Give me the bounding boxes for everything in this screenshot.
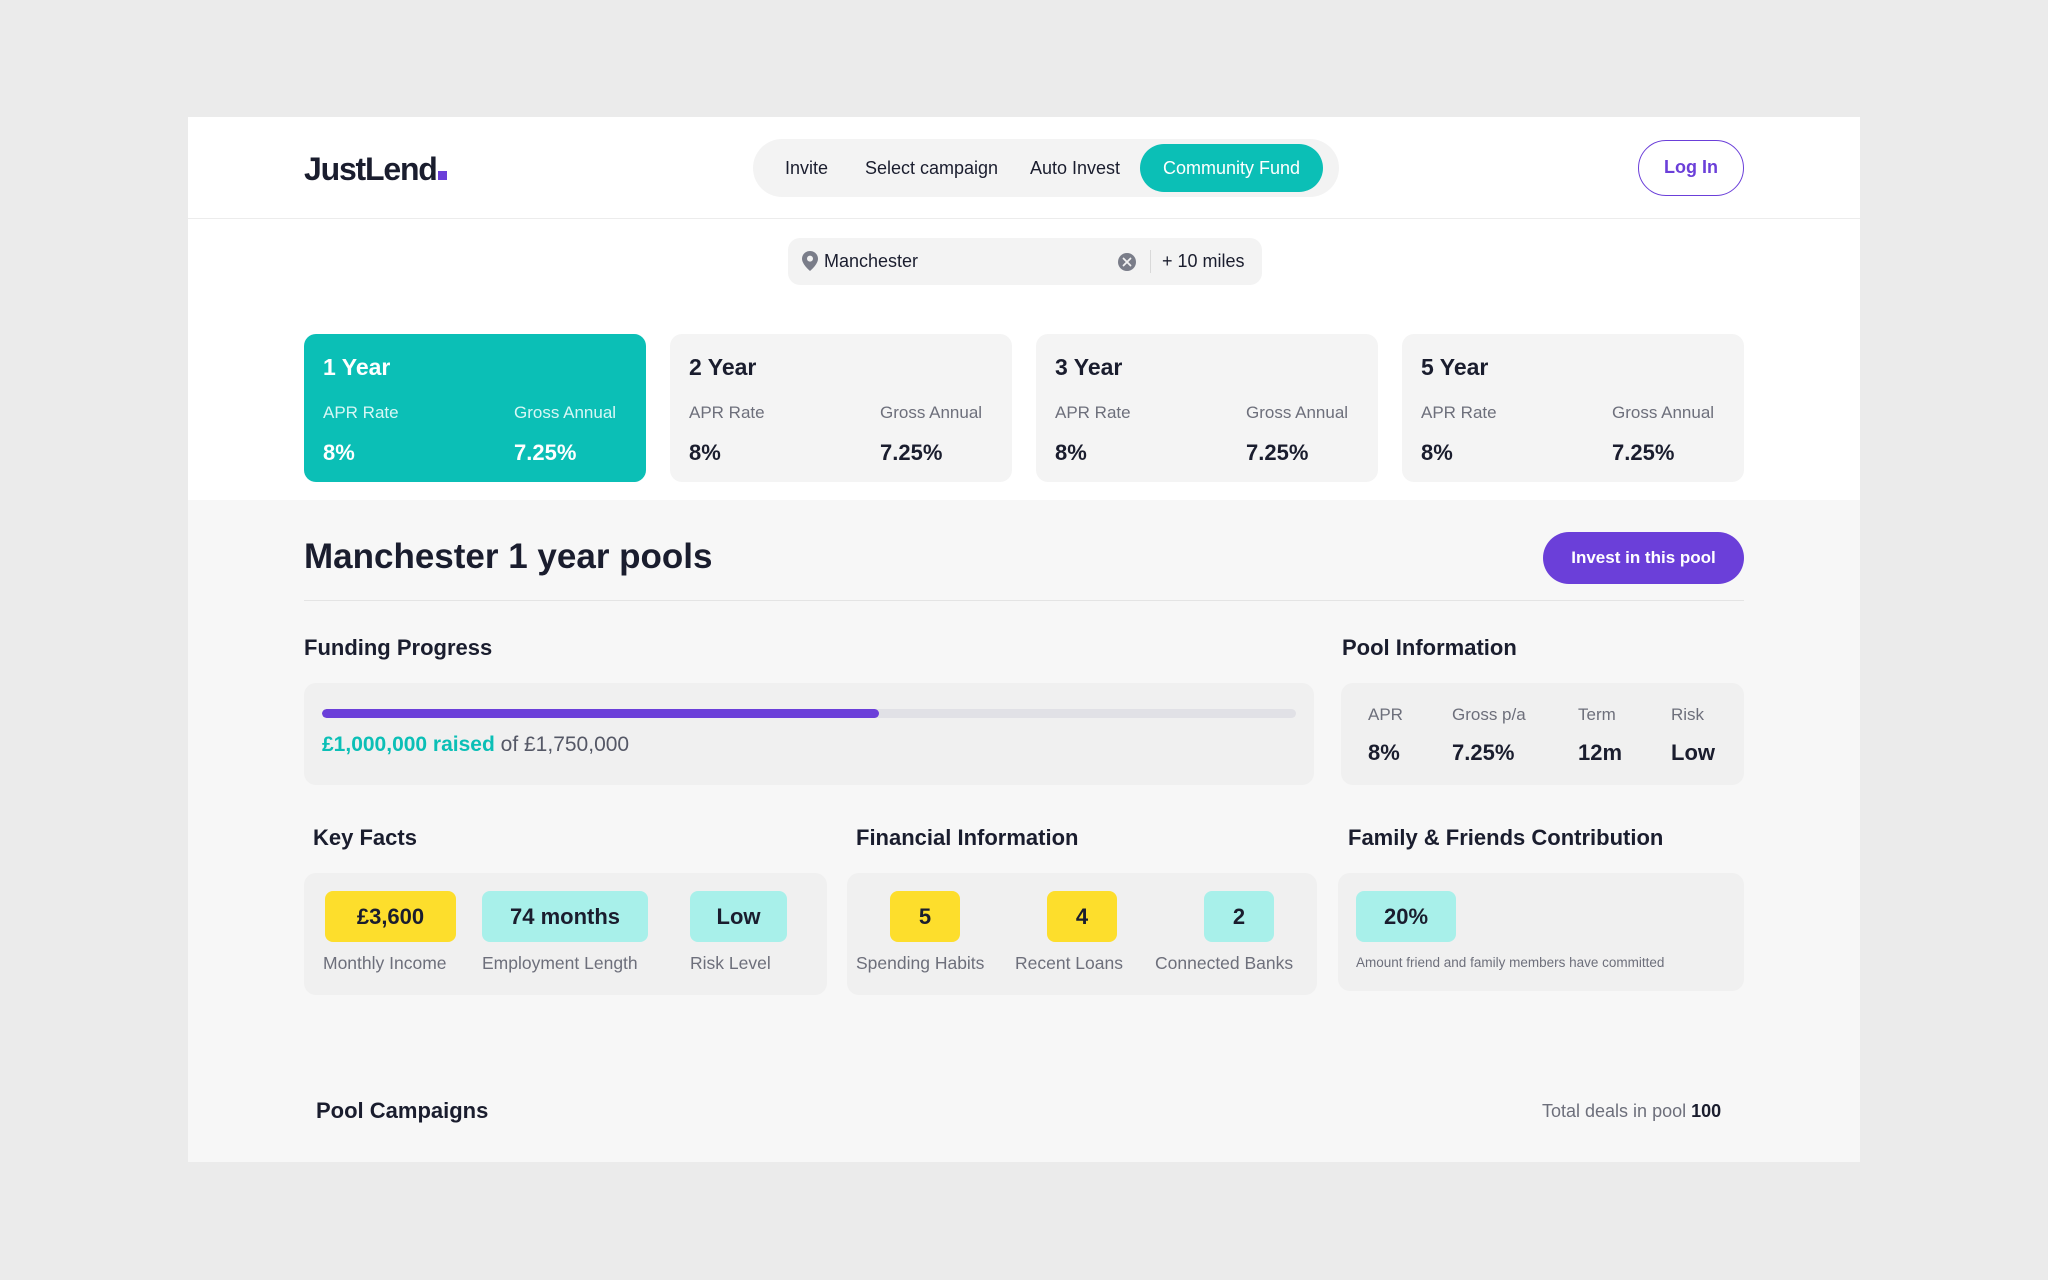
progress-bar (322, 709, 1296, 718)
progress-text: £1,000,000 raised of £1,750,000 (322, 733, 629, 757)
logo-text: JustLend (304, 151, 438, 187)
family-contribution-badge: 20% (1356, 891, 1456, 942)
monthly-income-badge: £3,600 (325, 891, 456, 942)
term-card-3-year[interactable]: 3 Year APR Rate Gross Annual 8% 7.25% (1036, 334, 1378, 482)
title-divider (304, 600, 1744, 601)
pool-info-label: Term (1578, 705, 1616, 724)
employment-length-badge: 74 months (482, 891, 648, 942)
recent-loans-label: Recent Loans (1015, 953, 1123, 973)
raised-amount: £1,000,000 raised (322, 733, 495, 756)
monthly-income-label: Monthly Income (323, 953, 447, 973)
financial-information-panel: 5 Spending Habits 4 Recent Loans 2 Conne… (847, 873, 1317, 995)
pool-info-label: Gross p/a (1452, 705, 1526, 724)
total-deals-label: Total deals in pool (1542, 1101, 1687, 1121)
app-frame: JustLend Invite Select campaign Auto Inv… (188, 117, 1860, 1162)
family-contribution-heading: Family & Friends Contribution (1348, 825, 1664, 850)
employment-length-label: Employment Length (482, 953, 638, 973)
gross-label: Gross Annual (514, 403, 617, 422)
nav-item-invite[interactable]: Invite (784, 158, 829, 178)
connected-banks-label: Connected Banks (1155, 953, 1294, 973)
apr-value: 8% (1421, 440, 1453, 465)
term-title: 5 Year (1421, 354, 1489, 380)
apr-value: 8% (1055, 440, 1087, 465)
family-contribution-note: Amount friend and family members have co… (1356, 955, 1665, 970)
term-card-2-year[interactable]: 2 Year APR Rate Gross Annual 8% 7.25% (670, 334, 1012, 482)
term-card-5-year[interactable]: 5 Year APR Rate Gross Annual 8% 7.25% (1402, 334, 1744, 482)
apr-label: APR Rate (1421, 403, 1497, 422)
invest-button[interactable]: Invest in this pool (1543, 532, 1744, 584)
main-nav: Invite Select campaign Auto Invest Commu… (753, 139, 1339, 197)
pool-info-label: Risk (1671, 705, 1705, 724)
pool-info-value: 12m (1578, 740, 1623, 765)
gross-label: Gross Annual (880, 403, 983, 422)
family-contribution-panel: 20% Amount friend and family members hav… (1338, 873, 1744, 991)
apr-label: APR Rate (323, 403, 399, 422)
term-title: 2 Year (689, 354, 757, 380)
radius-select[interactable]: + 10 miles (1162, 251, 1245, 271)
connected-banks-badge: 2 (1204, 891, 1274, 942)
key-facts-panel: £3,600 Monthly Income 74 months Employme… (304, 873, 827, 995)
spending-habits-label: Spending Habits (856, 953, 985, 973)
apr-label: APR Rate (689, 403, 765, 422)
risk-level-label: Risk Level (690, 953, 771, 973)
funding-progress-heading: Funding Progress (304, 635, 493, 660)
term-title: 3 Year (1055, 354, 1123, 380)
term-card-1-year[interactable]: 1 Year APR Rate Gross Annual 8% 7.25% (304, 334, 646, 482)
logo-dot-icon (437, 171, 447, 180)
location-input[interactable] (824, 238, 1124, 285)
login-button[interactable]: Log In (1638, 140, 1744, 196)
clear-icon[interactable] (1118, 253, 1136, 271)
gross-value: 7.25% (1246, 440, 1309, 465)
apr-value: 8% (689, 440, 721, 465)
pool-info-label: APR (1368, 705, 1403, 724)
progress-fill (322, 709, 879, 718)
map-pin-icon (802, 251, 818, 271)
recent-loans-badge: 4 (1047, 891, 1117, 942)
pool-information-heading: Pool Information (1342, 635, 1517, 660)
pool-details: Manchester 1 year pools Invest in this p… (188, 500, 1860, 1162)
target-amount: of £1,750,000 (500, 733, 630, 756)
search-divider (1150, 250, 1151, 273)
gross-value: 7.25% (880, 440, 943, 465)
key-facts-heading: Key Facts (313, 825, 417, 850)
risk-level-badge: Low (690, 891, 787, 942)
apr-label: APR Rate (1055, 403, 1131, 422)
nav-item-auto-invest[interactable]: Auto Invest (1029, 158, 1121, 178)
spending-habits-badge: 5 (890, 891, 960, 942)
financial-information-heading: Financial Information (856, 825, 1079, 850)
nav-item-community-fund[interactable]: Community Fund (1140, 144, 1323, 192)
pool-info-value: Low (1671, 740, 1715, 765)
location-search: + 10 miles (788, 238, 1262, 285)
gross-value: 7.25% (1612, 440, 1675, 465)
gross-label: Gross Annual (1612, 403, 1715, 422)
pool-campaigns-heading: Pool Campaigns (316, 1098, 489, 1123)
page-title: Manchester 1 year pools (304, 537, 713, 576)
pool-info-value: 8% (1368, 740, 1400, 765)
header: JustLend Invite Select campaign Auto Inv… (188, 117, 1860, 219)
total-deals-value: 100 (1691, 1101, 1722, 1121)
total-deals: Total deals in pool 100 (1542, 1101, 1721, 1122)
nav-item-select-campaign[interactable]: Select campaign (864, 158, 999, 178)
funding-progress-panel: £1,000,000 raised of £1,750,000 (304, 683, 1314, 785)
pool-information-panel: APR 8% Gross p/a 7.25% Term 12m Risk Low (1341, 683, 1744, 785)
gross-value: 7.25% (514, 440, 577, 465)
apr-value: 8% (323, 440, 355, 465)
pool-info-value: 7.25% (1452, 740, 1515, 765)
gross-label: Gross Annual (1246, 403, 1349, 422)
term-title: 1 Year (323, 354, 391, 380)
logo[interactable]: JustLend (304, 151, 447, 188)
